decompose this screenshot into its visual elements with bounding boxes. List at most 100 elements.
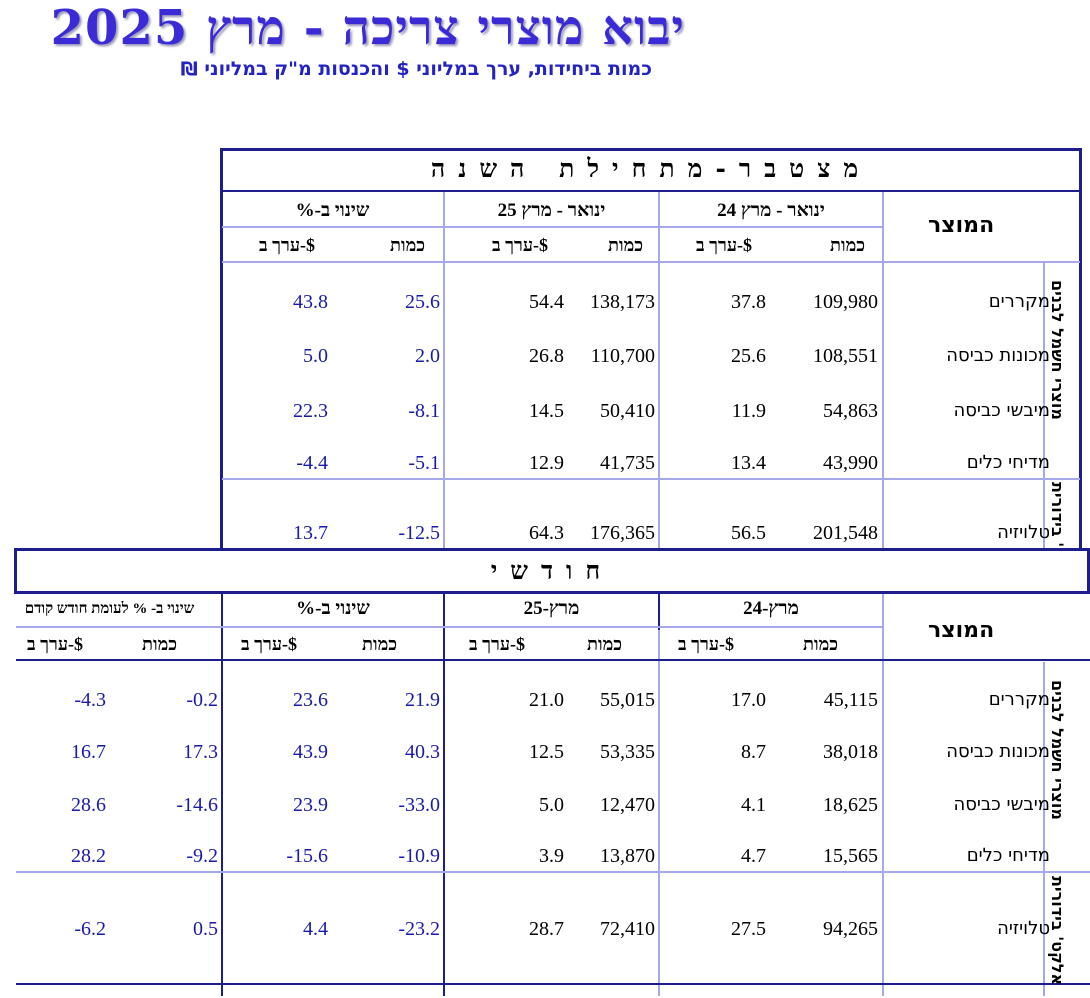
- product-name: מדיחי כלים: [966, 452, 1050, 473]
- cell-qty-24: 43,990: [823, 452, 878, 474]
- ytd-sub-qty-chg: כמות: [390, 235, 426, 255]
- cell-prevmonth-qty: -9.2: [186, 845, 218, 867]
- monthly-sub-val-prevmonth: ערך ב-$: [27, 634, 84, 654]
- cell-val-25: 14.5: [529, 400, 564, 422]
- cell-qty-24: 15,565: [823, 845, 878, 867]
- monthly-heading: חודשי: [490, 556, 614, 585]
- ytd-category-entertainment: אלקט' בידורית: [1048, 482, 1067, 546]
- cell-chg-val: -15.6: [286, 845, 328, 867]
- ytd-sub-val-25: ערך ב-$: [492, 235, 549, 255]
- cell-val-25: 64.3: [529, 522, 564, 544]
- page-title: יבוא מוצרי צריכה - מרץ 2025: [50, 0, 685, 56]
- cell-val-25: 5.0: [539, 794, 564, 816]
- ytd-table: [220, 148, 1082, 574]
- cell-qty-24: 38,018: [823, 741, 878, 763]
- cell-prevmonth-val: -4.3: [74, 689, 106, 711]
- product-name: מכונות כביסה: [946, 345, 1050, 366]
- cell-chg-qty: -33.0: [398, 794, 440, 816]
- cell-val-25: 26.8: [529, 345, 564, 367]
- cell-qty-25: 55,015: [600, 689, 655, 711]
- cell-chg-qty: -12.5: [398, 522, 440, 544]
- product-name: מכונות כביסה: [946, 741, 1050, 762]
- monthly-sub-qty-chg: כמות: [362, 634, 398, 654]
- monthly-sub-val-chg: ערך ב-$: [241, 634, 298, 654]
- cell-qty-24: 108,551: [813, 345, 878, 367]
- cell-qty-25: 13,870: [600, 845, 655, 867]
- cell-chg-val: 4.4: [303, 918, 328, 940]
- cell-val-24: 56.5: [731, 522, 766, 544]
- cell-chg-val: 23.9: [293, 794, 328, 816]
- ytd-group-change: שינוי ב-%: [295, 200, 370, 221]
- monthly-sub-qty-25: כמות: [587, 634, 623, 654]
- ytd-sub-val-chg: ערך ב-$: [259, 235, 316, 255]
- product-name: מקררים: [988, 689, 1050, 710]
- ytd-heading: מצטבר-מתחילת השנה: [430, 154, 872, 183]
- product-name: טלויזיה: [997, 522, 1050, 543]
- cell-qty-25: 110,700: [590, 345, 655, 367]
- cell-val-25: 3.9: [539, 845, 564, 867]
- cell-val-24: 37.8: [731, 291, 766, 313]
- monthly-sub-qty-24: כמות: [803, 634, 839, 654]
- product-name: מקררים: [988, 291, 1050, 312]
- page-subtitle: כמות ביחידות, ערך במליוני $ והכנסות מ"ק …: [180, 58, 652, 80]
- ytd-group-curr: ינואר - מרץ 25: [497, 200, 606, 221]
- cell-qty-24: 18,625: [823, 794, 878, 816]
- cell-chg-val: 43.8: [293, 291, 328, 313]
- cell-qty-24: 201,548: [813, 522, 878, 544]
- cell-chg-qty: -10.9: [398, 845, 440, 867]
- cell-qty-25: 138,173: [590, 291, 655, 313]
- cell-chg-val: -4.4: [296, 452, 328, 474]
- cell-val-24: 11.9: [731, 400, 766, 422]
- cell-qty-25: 72,410: [600, 918, 655, 940]
- product-name: טלויזיה: [997, 918, 1050, 939]
- cell-val-24: 4.1: [741, 794, 766, 816]
- cell-val-25: 54.4: [529, 291, 564, 313]
- cell-qty-24: 94,265: [823, 918, 878, 940]
- product-name: מיבשי כביסה: [953, 400, 1050, 421]
- cell-prevmonth-qty: 17.3: [183, 741, 218, 763]
- monthly-sub-qty-prevmonth: כמות: [142, 634, 178, 654]
- cell-val-25: 12.9: [529, 452, 564, 474]
- monthly-group-change: שינוי ב-%: [296, 598, 370, 619]
- product-name: מדיחי כלים: [966, 845, 1050, 866]
- monthly-category-white: מוצרי חשמל לבנים: [1048, 680, 1067, 820]
- cell-chg-qty: 40.3: [405, 741, 440, 763]
- cell-chg-val: 23.6: [293, 689, 328, 711]
- ytd-sub-qty-25: כמות: [608, 235, 644, 255]
- cell-chg-qty: -8.1: [408, 400, 440, 422]
- monthly-sub-val-25: ערך ב-$: [469, 634, 526, 654]
- cell-qty-25: 50,410: [600, 400, 655, 422]
- monthly-table: [14, 592, 1090, 998]
- cell-qty-25: 53,335: [600, 741, 655, 763]
- cell-chg-qty: 2.0: [415, 345, 440, 367]
- cell-prevmonth-val: 28.6: [71, 794, 106, 816]
- ytd-sub-val-24: ערך ב-$: [696, 235, 753, 255]
- cell-qty-24: 45,115: [823, 689, 878, 711]
- cell-qty-25: 12,470: [600, 794, 655, 816]
- ytd-category-white: מוצרי חשמל לבנים: [1048, 280, 1067, 420]
- cell-prevmonth-val: 16.7: [71, 741, 106, 763]
- cell-chg-qty: 21.9: [405, 689, 440, 711]
- monthly-group-prev: מרץ-24: [743, 598, 799, 619]
- cell-val-25: 12.5: [529, 741, 564, 763]
- cell-prevmonth-qty: -0.2: [186, 689, 218, 711]
- cell-qty-25: 176,365: [590, 522, 655, 544]
- cell-val-24: 8.7: [741, 741, 766, 763]
- cell-chg-qty: -23.2: [398, 918, 440, 940]
- cell-val-24: 27.5: [731, 918, 766, 940]
- cell-val-25: 21.0: [529, 689, 564, 711]
- cell-prevmonth-qty: 0.5: [193, 918, 218, 940]
- cell-val-25: 28.7: [529, 918, 564, 940]
- cell-val-24: 25.6: [731, 345, 766, 367]
- cell-prevmonth-val: -6.2: [74, 918, 106, 940]
- cell-qty-24: 54,863: [823, 400, 878, 422]
- cell-val-24: 13.4: [731, 452, 766, 474]
- ytd-sub-qty-24: כמות: [830, 235, 866, 255]
- cell-chg-val: 13.7: [293, 522, 328, 544]
- cell-chg-val: 43.9: [293, 741, 328, 763]
- product-name: מיבשי כביסה: [953, 794, 1050, 815]
- monthly-group-curr: מרץ-25: [523, 598, 580, 619]
- cell-chg-val: 22.3: [293, 400, 328, 422]
- monthly-category-entertainment: אלקט' בידורית: [1048, 876, 1067, 986]
- cell-qty-25: 41,735: [600, 452, 655, 474]
